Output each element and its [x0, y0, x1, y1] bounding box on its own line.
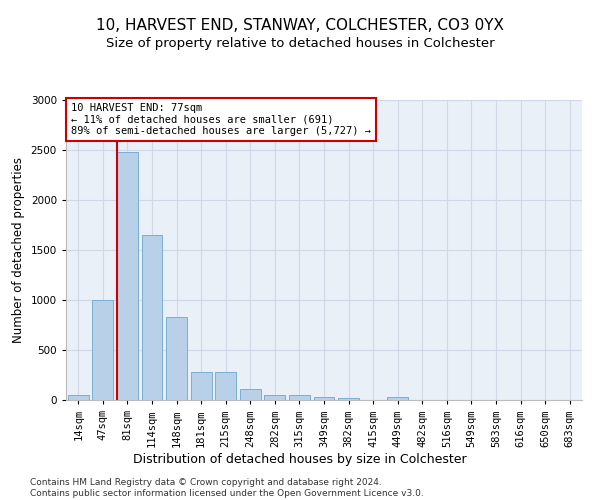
Bar	[117, 152, 138, 400]
Bar	[289, 395, 310, 400]
Bar	[191, 372, 212, 400]
Y-axis label: Number of detached properties: Number of detached properties	[12, 157, 25, 343]
Bar	[338, 398, 359, 400]
Bar	[142, 235, 163, 400]
Bar	[387, 397, 408, 400]
Text: Distribution of detached houses by size in Colchester: Distribution of detached houses by size …	[133, 452, 467, 466]
Bar	[215, 372, 236, 400]
Text: Contains HM Land Registry data © Crown copyright and database right 2024.
Contai: Contains HM Land Registry data © Crown c…	[30, 478, 424, 498]
Bar	[166, 317, 187, 400]
Bar	[92, 300, 113, 400]
Bar	[314, 396, 334, 400]
Bar	[68, 394, 89, 400]
Text: 10, HARVEST END, STANWAY, COLCHESTER, CO3 0YX: 10, HARVEST END, STANWAY, COLCHESTER, CO…	[96, 18, 504, 32]
Text: Size of property relative to detached houses in Colchester: Size of property relative to detached ho…	[106, 38, 494, 51]
Bar	[265, 395, 286, 400]
Bar	[240, 388, 261, 400]
Text: 10 HARVEST END: 77sqm
← 11% of detached houses are smaller (691)
89% of semi-det: 10 HARVEST END: 77sqm ← 11% of detached …	[71, 103, 371, 136]
